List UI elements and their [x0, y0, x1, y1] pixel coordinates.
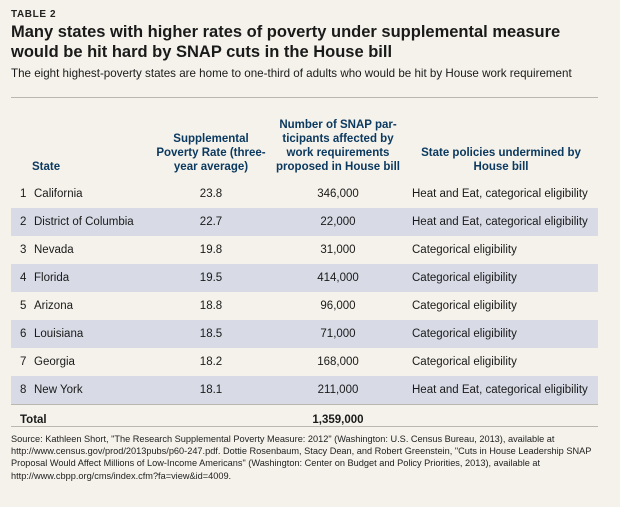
state-cell: 4 Florida	[11, 264, 150, 292]
poverty-rate-cell: 18.2	[199, 356, 223, 368]
state-name: Florida	[34, 272, 70, 284]
top-rule	[11, 97, 598, 98]
state-name: Nevada	[34, 244, 74, 256]
state-name: Georgia	[34, 356, 75, 368]
data-table-wrapper: State Supplemental Poverty Rate (three-y…	[11, 98, 598, 435]
rank-number: 2	[20, 216, 27, 228]
policy-cell: Categorical eligibility	[404, 320, 598, 348]
table-row: 4 Florida 19.5 414,000 Categorical eligib…	[11, 264, 598, 292]
table-row: 6 Louisiana 18.5 71,000 Categorical eligi…	[11, 320, 598, 348]
total-label: Total	[11, 404, 150, 435]
policy-cell: Categorical eligibility	[412, 244, 517, 256]
state-cell: 3 Nevada	[11, 236, 150, 264]
state-cell: 7 Georgia	[11, 348, 150, 376]
participants-cell: 71,000	[272, 320, 404, 348]
poverty-rate-cell: 18.5	[150, 320, 272, 348]
header-row: State Supplemental Poverty Rate (three-y…	[11, 98, 598, 180]
policy-cell: Heat and Eat, categorical eligibility	[412, 188, 588, 200]
total-participants: 1,359,000	[272, 404, 404, 435]
total-policy-cell	[404, 404, 598, 435]
rank-number: 1	[20, 188, 27, 200]
total-row: Total 1,359,000	[11, 404, 598, 435]
table-row: 1 California 23.8 346,000 Heat and Eat, c…	[11, 180, 598, 208]
policy-cell: Categorical eligibility	[412, 300, 517, 312]
data-table: State Supplemental Poverty Rate (three-y…	[11, 98, 598, 435]
policy-cell: Heat and Eat, categorical eligibility	[404, 376, 598, 405]
rank-number: 5	[20, 300, 27, 312]
column-header-state: State	[32, 161, 61, 173]
state-name: Louisiana	[34, 328, 84, 340]
policy-cell: Heat and Eat, categorical eligibility	[404, 208, 598, 236]
rank-number: 6	[20, 328, 27, 340]
state-name: New York	[34, 384, 83, 396]
table-row: 2 District of Columbia 22.7 22,000 Heat a…	[11, 208, 598, 236]
rank-number: 8	[20, 384, 27, 396]
table-title: Many states with higher rates of poverty…	[11, 23, 561, 61]
participants-cell: 414,000	[272, 264, 404, 292]
table-label: TABLE 2	[11, 9, 57, 20]
policy-cell: Categorical eligibility	[404, 264, 598, 292]
state-cell: 2 District of Columbia	[11, 208, 150, 236]
table-row: 7 Georgia 18.2 168,000 Categorical eligib…	[11, 348, 598, 376]
poverty-rate-cell: 22.7	[150, 208, 272, 236]
participants-cell: 168,000	[317, 356, 359, 368]
state-name: California	[34, 188, 83, 200]
total-rate-cell	[150, 404, 272, 435]
table-row: 3 Nevada 19.8 31,000 Categorical eligibil…	[11, 236, 598, 264]
participants-cell: 346,000	[317, 188, 359, 200]
participants-cell: 96,000	[320, 300, 356, 312]
state-name: Arizona	[34, 300, 73, 312]
poverty-rate-cell: 19.8	[199, 244, 223, 256]
poverty-rate-cell: 18.1	[150, 376, 272, 405]
rank-number: 7	[20, 356, 27, 368]
state-cell: 5 Arizona	[11, 292, 150, 320]
table-row: 8 New York 18.1 211,000 Heat and Eat, cat…	[11, 376, 598, 405]
policy-cell: Categorical eligibility	[412, 356, 517, 368]
poverty-rate-cell: 18.8	[199, 300, 223, 312]
participants-cell: 211,000	[272, 376, 404, 405]
column-header-state-policies: State policies undermined by House bill	[421, 147, 581, 173]
rank-number: 4	[20, 272, 27, 284]
table-subtitle: The eight highest-poverty states are hom…	[11, 67, 572, 80]
poverty-rate-cell: 23.8	[199, 188, 223, 200]
column-header-poverty-rate: Supplemental Poverty Rate (three-year av…	[156, 133, 266, 173]
state-cell: 8 New York	[11, 376, 150, 405]
rank-number: 3	[20, 244, 27, 256]
participants-cell: 22,000	[272, 208, 404, 236]
source-note: Source: Kathleen Short, "The Research Su…	[11, 434, 592, 481]
poverty-rate-cell: 19.5	[150, 264, 272, 292]
participants-cell: 31,000	[320, 244, 356, 256]
bottom-rule	[11, 426, 598, 427]
state-cell: 6 Louisiana	[11, 320, 150, 348]
column-header-snap-participants: Number of SNAP par-ticipants affected by…	[276, 119, 400, 173]
state-cell: 1 California	[11, 180, 150, 208]
state-name: District of Columbia	[34, 216, 134, 228]
table-row: 5 Arizona 18.8 96,000 Categorical eligibi…	[11, 292, 598, 320]
